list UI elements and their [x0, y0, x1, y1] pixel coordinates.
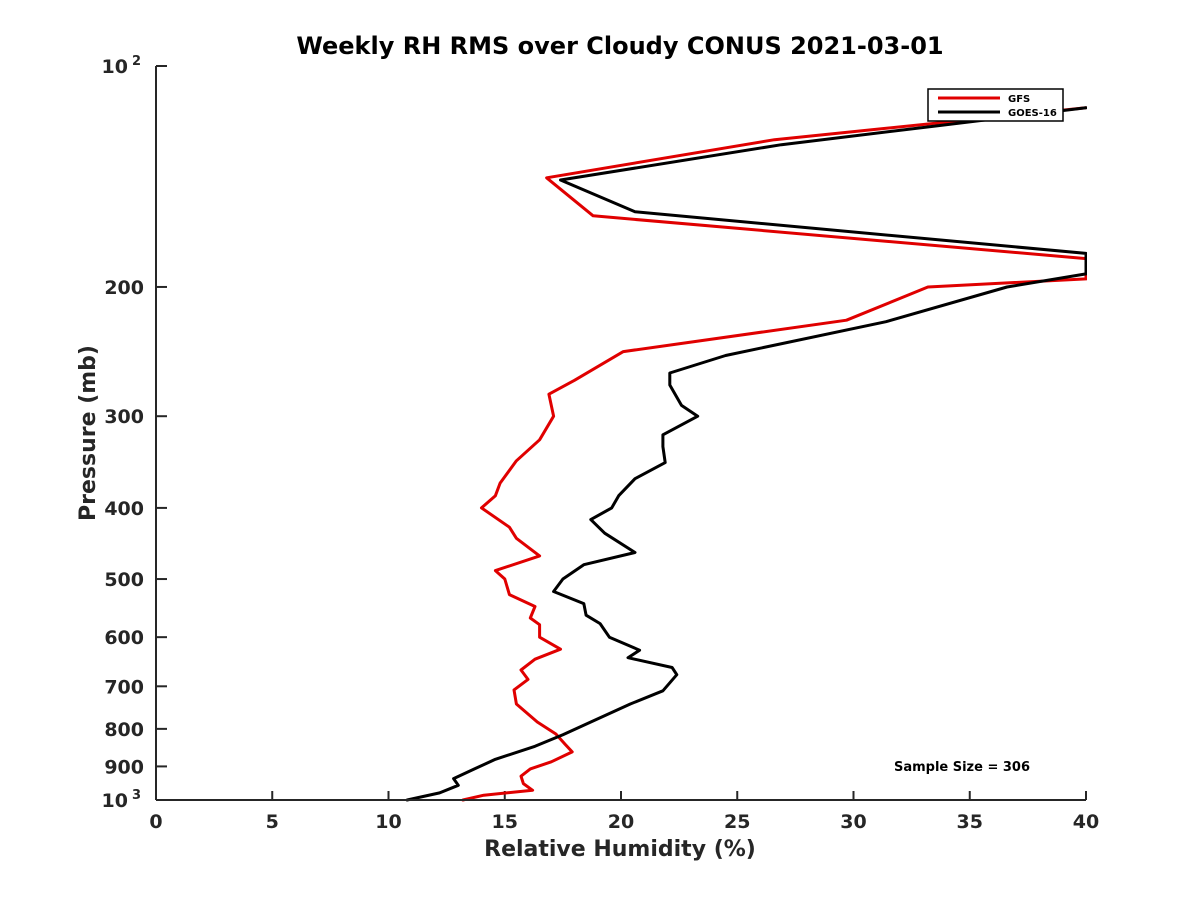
y-tick-label: 10	[102, 56, 128, 78]
y-tick-label: 10	[102, 790, 128, 812]
series-line-gfs	[461, 106, 1087, 802]
x-tick-label: 40	[1073, 811, 1099, 833]
y-tick-label: 600	[104, 627, 144, 649]
series-line-goes-16	[405, 106, 1087, 802]
x-tick-label: 35	[957, 811, 983, 833]
legend: GFS GOES-16	[927, 88, 1064, 122]
x-tick-label: 20	[608, 811, 634, 833]
x-tick-label: 25	[724, 811, 750, 833]
x-tick-label: 15	[492, 811, 518, 833]
plot-area	[405, 106, 1087, 802]
legend-box	[927, 88, 1064, 122]
x-tick-label: 10	[375, 811, 401, 833]
x-tick-label: 0	[149, 811, 162, 833]
y-axis-ticks: 10 2 200 300 400 500 600 700 800 900 10 3	[102, 54, 167, 812]
y-tick-label: 800	[104, 719, 144, 741]
y-tick-label: 500	[104, 569, 144, 591]
y-tick-label: 200	[104, 277, 144, 299]
y-tick-exponent: 3	[132, 788, 141, 803]
y-tick-exponent: 2	[132, 54, 141, 69]
x-axis-label: Relative Humidity (%)	[484, 837, 756, 862]
legend-label: GOES-16	[1008, 108, 1057, 119]
y-tick-label: 700	[104, 676, 144, 698]
y-tick-label: 300	[104, 406, 144, 428]
x-tick-label: 5	[266, 811, 279, 833]
y-tick-label: 400	[104, 498, 144, 520]
sample-size-annotation: Sample Size = 306	[894, 760, 1030, 775]
chart-title: Weekly RH RMS over Cloudy CONUS 2021-03-…	[296, 32, 943, 60]
x-axis-ticks: 0 5 10 15 20 25 30 35 40	[149, 791, 1099, 833]
y-axis-label: Pressure (mb)	[76, 345, 101, 521]
legend-label: GFS	[1008, 94, 1030, 105]
x-tick-label: 30	[840, 811, 866, 833]
y-tick-label: 900	[104, 756, 144, 778]
